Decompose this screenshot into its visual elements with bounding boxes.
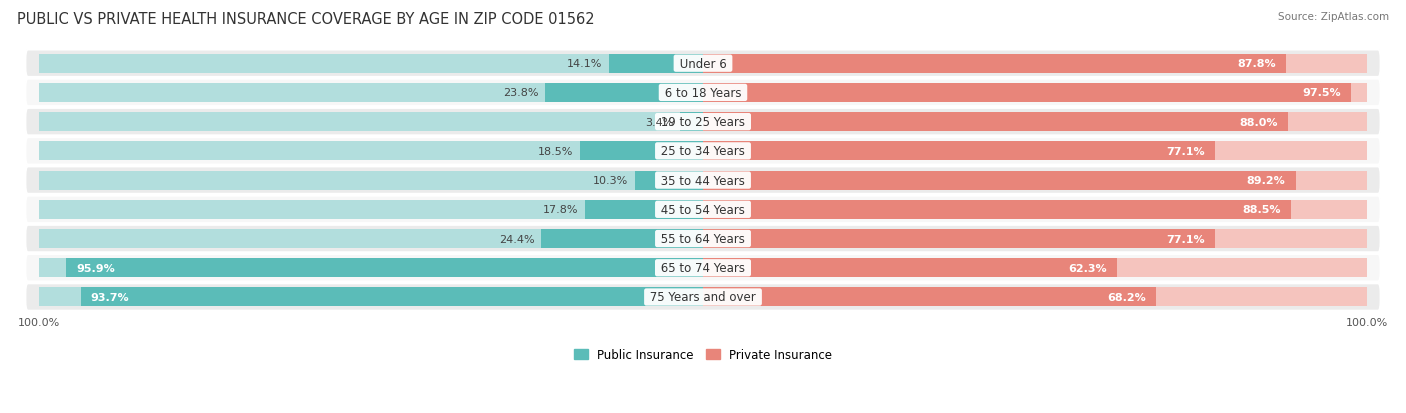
Bar (703, 259, 1367, 278)
Bar (703, 259, 1116, 278)
Bar (66, 259, 703, 278)
Bar (703, 84, 1351, 103)
Bar (80, 288, 703, 307)
Text: 6 to 18 Years: 6 to 18 Years (661, 87, 745, 100)
FancyBboxPatch shape (25, 50, 1381, 78)
Bar (703, 84, 1367, 103)
Bar (703, 200, 1291, 219)
Text: 87.8%: 87.8% (1237, 59, 1277, 69)
Text: 35 to 44 Years: 35 to 44 Years (657, 174, 749, 187)
Text: 77.1%: 77.1% (1167, 234, 1205, 244)
Text: 77.1%: 77.1% (1167, 147, 1205, 157)
Bar (581, 142, 703, 161)
FancyBboxPatch shape (25, 109, 1381, 136)
FancyBboxPatch shape (25, 254, 1381, 282)
Bar (39, 113, 703, 132)
Bar (703, 171, 1295, 190)
Bar (703, 288, 1156, 307)
Text: Source: ZipAtlas.com: Source: ZipAtlas.com (1278, 12, 1389, 22)
Bar (39, 230, 703, 249)
Text: 55 to 64 Years: 55 to 64 Years (657, 233, 749, 245)
Bar (39, 84, 703, 103)
Bar (703, 200, 1367, 219)
Bar (39, 171, 703, 190)
Text: 62.3%: 62.3% (1069, 263, 1107, 273)
Legend: Public Insurance, Private Insurance: Public Insurance, Private Insurance (569, 343, 837, 366)
Text: 97.5%: 97.5% (1302, 88, 1341, 98)
Text: 18.5%: 18.5% (538, 147, 574, 157)
Text: 19 to 25 Years: 19 to 25 Years (657, 116, 749, 129)
Bar (703, 230, 1367, 249)
Text: Under 6: Under 6 (676, 57, 730, 71)
Text: 24.4%: 24.4% (499, 234, 534, 244)
Text: 17.8%: 17.8% (543, 205, 578, 215)
Text: 65 to 74 Years: 65 to 74 Years (657, 262, 749, 275)
Bar (703, 55, 1286, 74)
Bar (703, 171, 1367, 190)
Text: 68.2%: 68.2% (1108, 292, 1146, 302)
Bar (39, 288, 703, 307)
Text: 88.5%: 88.5% (1243, 205, 1281, 215)
FancyBboxPatch shape (25, 196, 1381, 223)
Text: 14.1%: 14.1% (567, 59, 603, 69)
FancyBboxPatch shape (25, 167, 1381, 195)
Bar (39, 142, 703, 161)
Bar (585, 200, 703, 219)
Bar (546, 84, 703, 103)
Bar (39, 55, 703, 74)
Bar (703, 230, 1215, 249)
Text: 45 to 54 Years: 45 to 54 Years (657, 203, 749, 216)
Bar (703, 142, 1215, 161)
Bar (703, 113, 1367, 132)
Text: 75 Years and over: 75 Years and over (647, 291, 759, 304)
Text: 93.7%: 93.7% (90, 292, 129, 302)
FancyBboxPatch shape (25, 225, 1381, 253)
Text: PUBLIC VS PRIVATE HEALTH INSURANCE COVERAGE BY AGE IN ZIP CODE 01562: PUBLIC VS PRIVATE HEALTH INSURANCE COVER… (17, 12, 595, 27)
Bar (634, 171, 703, 190)
Bar (39, 259, 703, 278)
Bar (681, 113, 703, 132)
Text: 3.4%: 3.4% (645, 117, 673, 127)
Text: 10.3%: 10.3% (593, 176, 628, 186)
FancyBboxPatch shape (25, 138, 1381, 165)
Bar (703, 113, 1288, 132)
Text: 89.2%: 89.2% (1247, 176, 1285, 186)
Text: 25 to 34 Years: 25 to 34 Years (657, 145, 749, 158)
Text: 23.8%: 23.8% (503, 88, 538, 98)
FancyBboxPatch shape (25, 284, 1381, 311)
Text: 88.0%: 88.0% (1239, 117, 1278, 127)
Bar (39, 200, 703, 219)
Bar (703, 55, 1367, 74)
Bar (541, 230, 703, 249)
Text: 95.9%: 95.9% (76, 263, 115, 273)
Bar (609, 55, 703, 74)
FancyBboxPatch shape (25, 79, 1381, 107)
Bar (703, 288, 1367, 307)
Bar (703, 142, 1367, 161)
